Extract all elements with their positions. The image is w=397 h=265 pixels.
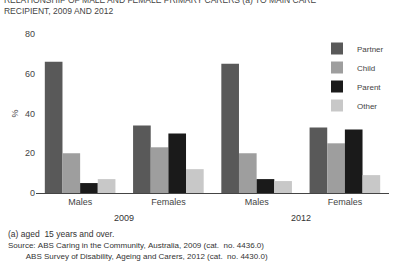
svg-text:2012: 2012 (291, 213, 311, 223)
svg-text:80: 80 (25, 29, 35, 39)
svg-text:%: % (10, 109, 20, 117)
svg-text:Source: ABS Caring in the Comm: Source: ABS Caring in the Community, Aus… (8, 241, 264, 250)
svg-text:0: 0 (30, 188, 35, 198)
svg-text:Child: Child (357, 64, 375, 73)
svg-text:RELATIONSHIP OF MALE AND FEMAL: RELATIONSHIP OF MALE AND FEMALE PRIMARY … (4, 0, 317, 16)
svg-text:Females: Females (328, 197, 363, 207)
svg-text:ABS Survey of Disability, Agei: ABS Survey of Disability, Ageing and Car… (8, 252, 268, 261)
svg-text:(a) aged 15 years and over.: (a) aged 15 years and over. (8, 229, 114, 239)
svg-text:Females: Females (151, 197, 186, 207)
svg-text:Males: Males (68, 197, 93, 207)
svg-text:40: 40 (25, 109, 35, 119)
svg-text:Other: Other (357, 102, 377, 111)
svg-text:Parent: Parent (357, 83, 381, 92)
svg-text:Partner: Partner (357, 45, 384, 54)
svg-text:20: 20 (25, 148, 35, 158)
svg-text:Males: Males (245, 197, 270, 207)
svg-text:2009: 2009 (114, 213, 134, 223)
svg-text:60: 60 (25, 69, 35, 79)
